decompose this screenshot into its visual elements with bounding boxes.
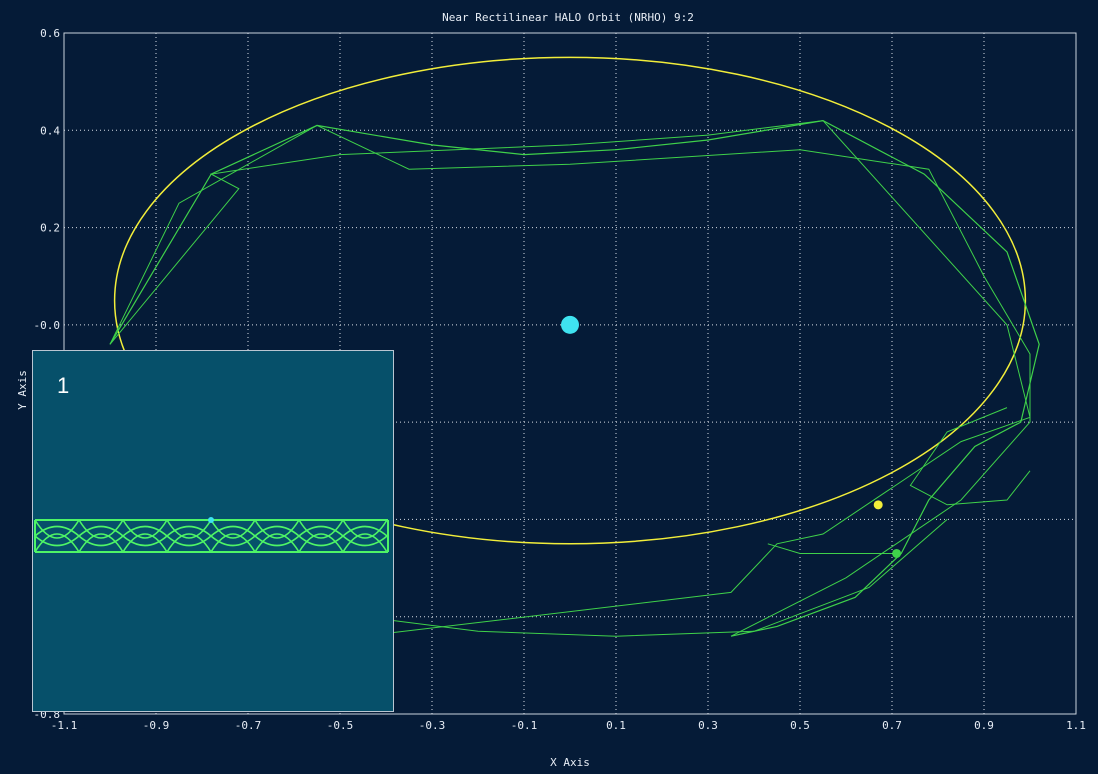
inset-trace: [122, 519, 168, 553]
inset-trace: [298, 519, 344, 553]
y-tick-label: -0.0: [34, 319, 61, 332]
orbit-series: [109, 56, 1040, 637]
x-tick-label: 0.1: [606, 719, 626, 732]
trajectory-strand: [109, 120, 1031, 637]
green-craft-marker: [892, 548, 902, 558]
x-axis-label: X Axis: [550, 756, 590, 769]
x-tick-label: -0.9: [143, 719, 170, 732]
inset-trace: [210, 519, 256, 553]
inset-trace: [166, 519, 212, 553]
orbit-markers: [561, 315, 902, 558]
x-tick-label: -0.7: [235, 719, 262, 732]
moon-marker: [561, 315, 579, 334]
x-tick-label: -0.3: [419, 719, 446, 732]
yellow-craft-marker: [873, 500, 883, 510]
y-tick-label: 0.6: [40, 27, 60, 40]
inset-trace: [78, 519, 124, 553]
trajectory-strand: [767, 543, 892, 554]
trajectory-strand: [362, 519, 948, 637]
inset-plot: [34, 517, 389, 553]
inset-moon-marker: [208, 517, 214, 523]
x-tick-label: -0.1: [511, 719, 538, 732]
x-tick-label: 0.5: [790, 719, 810, 732]
trajectory-strand: [109, 124, 1031, 637]
x-tick-label: 0.7: [882, 719, 902, 732]
x-tick-label: 1.1: [1066, 719, 1086, 732]
x-tick-label: -0.5: [327, 719, 354, 732]
orbit-ellipse-line: [113, 56, 1027, 545]
y-tick-label: 0.2: [40, 222, 60, 235]
chart-title: Near Rectilinear HALO Orbit (NRHO) 9:2: [442, 11, 694, 24]
trajectory-line: [109, 119, 1040, 637]
inset-trace: [254, 519, 300, 553]
inset-panel: 1: [32, 350, 394, 712]
inset-trace: [342, 519, 388, 553]
inset-label: 1: [57, 373, 70, 398]
inset-trace: [34, 519, 80, 553]
y-tick-label: 0.4: [40, 124, 60, 137]
x-tick-label: -1.1: [51, 719, 78, 732]
trajectory-strand: [909, 407, 1031, 506]
x-tick-labels: -1.1 -0.9 -0.7 -0.5 -0.3 -0.1 0.1 0.3 0.5 0.7 0.9 1…: [51, 719, 1086, 732]
x-tick-label: 0.9: [974, 719, 994, 732]
y-axis-label: Y Axis: [16, 370, 29, 410]
x-tick-label: 0.3: [698, 719, 718, 732]
